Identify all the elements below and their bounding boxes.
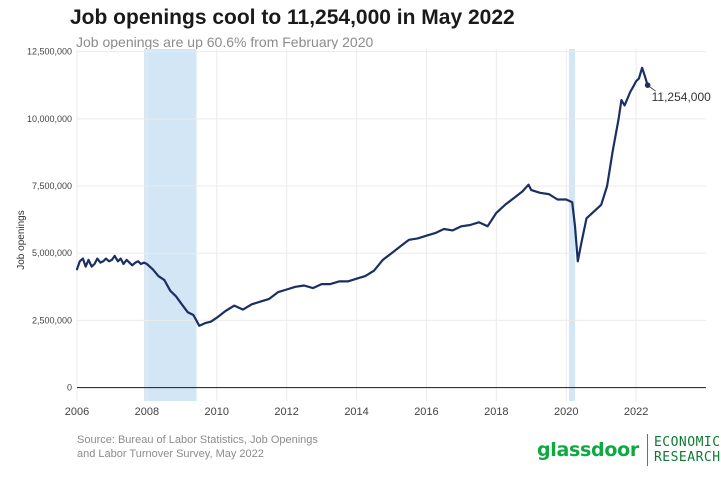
y-tick-labels: 0 2,500,000 5,000,000 7,500,000 10,000,000 12…: [27, 47, 72, 393]
source-line-1: Source: Bureau of Labor Statistics, Job …: [77, 434, 318, 446]
y-tick-label: 12,500,000: [27, 47, 72, 57]
chart-title: Job openings cool to 11,254,000 in May 2…: [70, 6, 515, 29]
brand-divider: [646, 434, 648, 466]
annotation-leader: [647, 84, 656, 92]
source-line-2: and Labor Turnover Survey, May 2022: [77, 448, 264, 460]
y-tick-label: 10,000,000: [27, 114, 72, 124]
x-tick-label: 2008: [135, 406, 159, 418]
y-axis-label: Job openings: [16, 210, 27, 270]
x-tick-label: 2018: [484, 406, 508, 418]
series-group: [75, 66, 649, 327]
brand-line-1: ECONOMIC: [653, 435, 721, 450]
x-tick-label: 2010: [205, 406, 229, 418]
x-tick-label: 2006: [65, 406, 89, 418]
x-tick-label: 2014: [344, 406, 368, 418]
x-tick-labels: 2006 2008 2010 2012 2014 2016 2018 2020 2022: [65, 406, 649, 418]
x-tick-label: 2016: [414, 406, 438, 418]
recession-band-1: [144, 49, 197, 401]
y-tick-label: 2,500,000: [32, 315, 72, 325]
chart-subtitle: Job openings are up 60.6% from February …: [76, 34, 374, 50]
y-tick-label: 5,000,000: [32, 248, 72, 258]
series-line-1: [75, 66, 649, 327]
brand-line-2: RESEARCH: [653, 450, 721, 465]
y-tick-label: 0: [67, 383, 72, 393]
grid-lines: [76, 49, 706, 401]
annotation-group: 11,254,000: [644, 82, 711, 104]
annotation-label: 11,254,000: [652, 90, 711, 104]
recession-bands: [77, 49, 706, 401]
recession-band-2: [569, 49, 575, 401]
economic-research-label: ECONOMIC RESEARCH: [654, 435, 721, 465]
y-tick-label: 7,500,000: [32, 181, 72, 191]
x-tick-label: 2022: [624, 406, 648, 418]
glassdoor-brand: glassdoor ECONOMIC RESEARCH: [537, 430, 721, 470]
source-note: Source: Bureau of Labor Statistics, Job …: [77, 433, 377, 461]
x-tick-label: 2012: [274, 406, 298, 418]
x-tick-label: 2020: [554, 406, 578, 418]
glassdoor-logo: glassdoor: [537, 439, 639, 461]
